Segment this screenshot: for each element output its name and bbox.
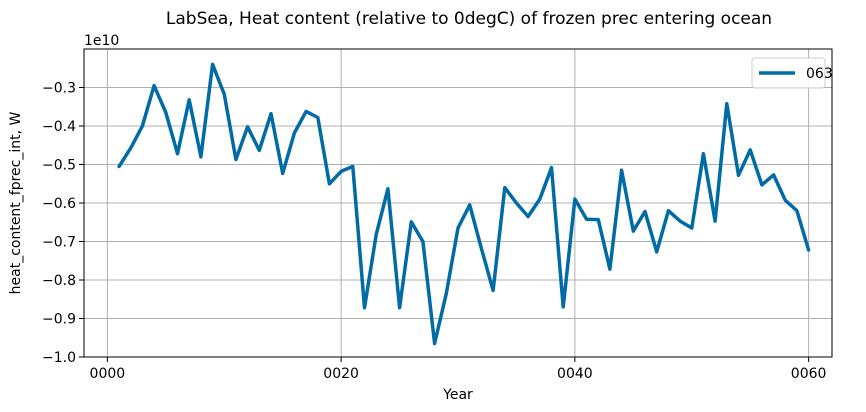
data-point (725, 102, 728, 105)
x-tick-label: 0020 (323, 366, 359, 382)
y-axis-label: heat_content_fprec_int, W (8, 111, 24, 294)
series-layer (117, 62, 811, 346)
y-tick-label: −0.8 (42, 273, 76, 289)
y-tick-label: −0.3 (42, 81, 76, 97)
data-point (690, 227, 693, 230)
data-point (293, 131, 296, 134)
y-tick-label: −0.5 (42, 158, 76, 174)
data-point (351, 165, 354, 168)
data-point (597, 218, 600, 221)
data-point (737, 174, 740, 177)
data-point (188, 98, 191, 101)
data-point (129, 146, 132, 149)
data-point (305, 110, 308, 113)
data-point (281, 172, 284, 175)
data-point (141, 125, 144, 128)
data-point (550, 166, 553, 169)
y-tick-label: −0.7 (42, 235, 76, 251)
data-point (714, 220, 717, 223)
data-point (585, 218, 588, 221)
data-point (608, 268, 611, 271)
data-point (679, 220, 682, 223)
data-point (784, 199, 787, 202)
data-point (118, 165, 121, 168)
grid-lines (84, 49, 832, 358)
x-tick-label: 0040 (557, 366, 593, 382)
x-tick-label: 0060 (791, 366, 827, 382)
data-point (316, 116, 319, 119)
y-offset-label: 1e10 (84, 33, 119, 49)
data-point (795, 209, 798, 212)
data-point (410, 220, 413, 223)
data-point (164, 111, 167, 114)
data-point (176, 152, 179, 155)
data-point (573, 198, 576, 201)
data-point (562, 305, 565, 308)
series-line-063 (117, 62, 811, 346)
y-tick-label: −0.4 (42, 119, 76, 135)
data-point (199, 155, 202, 158)
data-point (772, 173, 775, 176)
data-point (515, 202, 518, 205)
data-point (375, 233, 378, 236)
data-point (702, 152, 705, 155)
data-point (492, 289, 495, 292)
data-point (153, 84, 156, 87)
data-point (527, 215, 530, 218)
x-axis-label: Year (442, 387, 473, 403)
data-point (749, 148, 752, 151)
y-tick-label: −1.0 (42, 350, 76, 366)
data-point (398, 306, 401, 309)
data-point (246, 125, 249, 128)
data-point (445, 292, 448, 295)
data-point (644, 210, 647, 213)
data-point (760, 183, 763, 186)
data-point (340, 170, 343, 173)
data-point (386, 187, 389, 190)
data-point (457, 227, 460, 230)
y-tick-label: −0.6 (42, 196, 76, 212)
data-point (258, 149, 261, 152)
data-point (363, 306, 366, 309)
legend-label-063: 063 (806, 66, 833, 82)
y-tick-label: −0.9 (42, 312, 76, 328)
data-point (421, 240, 424, 243)
data-point (807, 249, 810, 252)
data-point (480, 247, 483, 250)
data-point (223, 93, 226, 96)
data-point (234, 158, 237, 161)
data-point (538, 198, 541, 201)
axis-ticks: 0000 0020 0040 0060 −1.0 −0.9 −0.8 −0.7 −0.6 −0.5… (42, 81, 826, 383)
data-point (328, 182, 331, 185)
data-point (632, 230, 635, 233)
data-point (667, 209, 670, 212)
data-point (270, 112, 273, 115)
legend: 063 (751, 57, 833, 89)
data-point (655, 250, 658, 253)
x-tick-label: 0000 (90, 366, 126, 382)
data-point (211, 63, 214, 66)
data-point (620, 169, 623, 172)
data-point (503, 186, 506, 189)
data-point (433, 342, 436, 345)
chart-title: LabSea, Heat content (relative to 0degC)… (166, 9, 772, 29)
data-point (468, 203, 471, 206)
